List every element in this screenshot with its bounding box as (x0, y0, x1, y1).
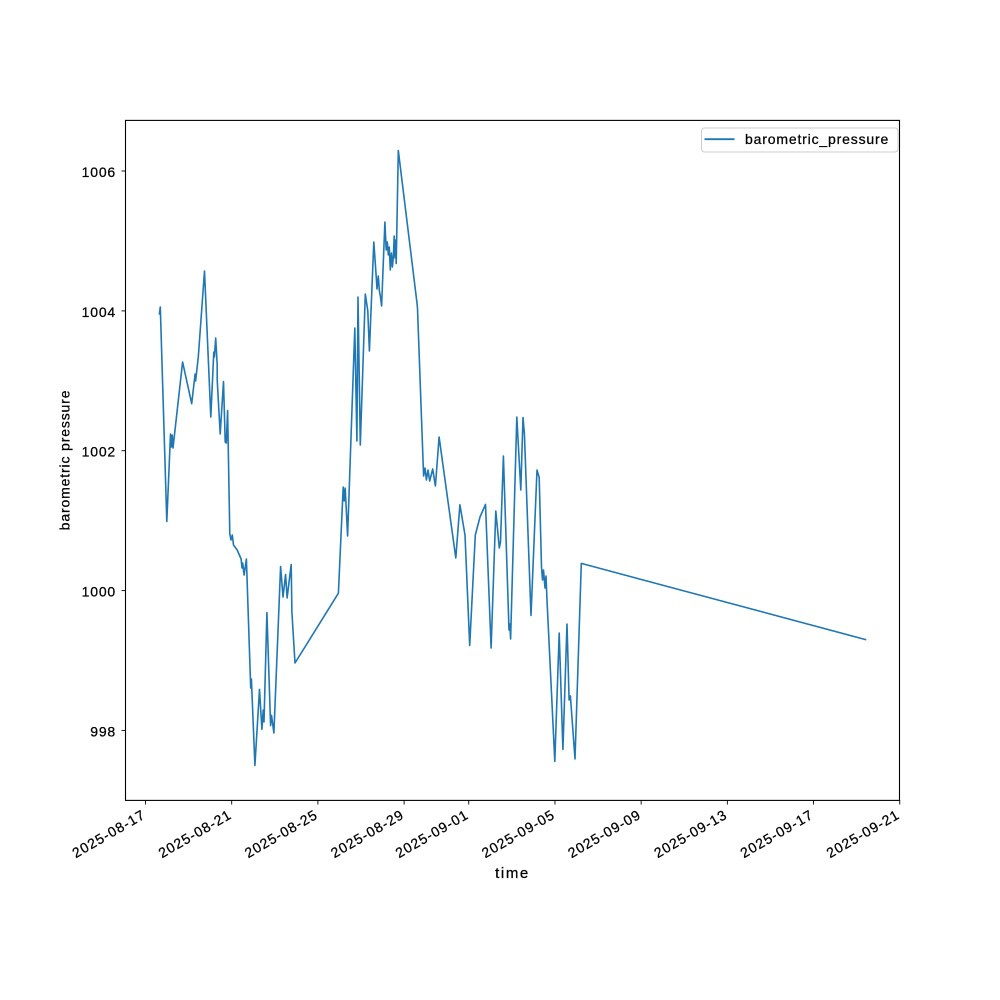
svg-text:barometric pressure: barometric pressure (57, 390, 73, 531)
svg-text:1002: 1002 (82, 444, 116, 460)
svg-text:barometric_pressure: barometric_pressure (745, 131, 889, 147)
svg-text:1004: 1004 (82, 304, 116, 320)
svg-text:1000: 1000 (82, 584, 116, 600)
svg-text:time: time (495, 865, 530, 882)
svg-text:998: 998 (90, 723, 116, 739)
svg-text:1006: 1006 (82, 164, 116, 180)
